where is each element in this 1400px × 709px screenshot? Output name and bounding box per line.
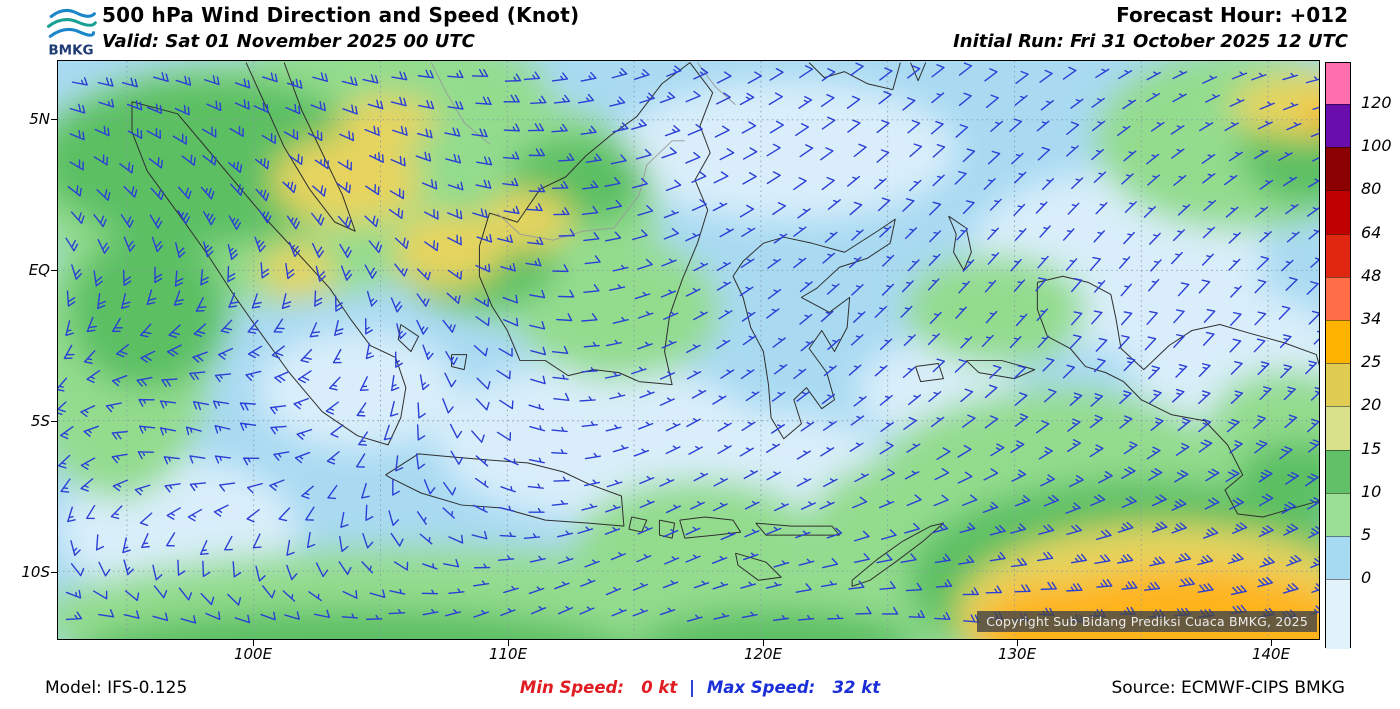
lat-tick (51, 270, 57, 271)
colorbar-label: 120 (1361, 93, 1392, 112)
colorbar-segment (1326, 535, 1350, 580)
lon-tick (1271, 640, 1272, 646)
max-speed-label: Max Speed: (706, 678, 816, 697)
colorbar-segments (1325, 62, 1351, 649)
colorbar-label: 64 (1361, 222, 1382, 242)
colorbar-label: 80 (1361, 179, 1382, 199)
colorbar-segment (1326, 104, 1350, 148)
colorbar-segment (1326, 276, 1350, 320)
min-speed-label: Min Speed: (519, 678, 624, 697)
lat-tick (51, 119, 57, 120)
colorbar-label: 100 (1361, 136, 1392, 156)
colorbar-label: 20 (1361, 395, 1382, 415)
colorbar-segment (1326, 147, 1350, 191)
wind-map-canvas (58, 61, 1319, 639)
colorbar-segment (1326, 492, 1350, 536)
colorbar-segment (1326, 63, 1350, 104)
source-label: Source: ECMWF-CIPS BMKG (1111, 678, 1345, 698)
lat-tick (51, 421, 57, 422)
valid-time-label: Valid: Sat 01 November 2025 00 UTC (102, 31, 475, 52)
colorbar-segment (1326, 319, 1350, 364)
lon-tick (1017, 640, 1018, 646)
lon-label-120e: 120E (743, 645, 783, 663)
lon-label-140e: 140E (1251, 645, 1291, 663)
lat-tick (51, 572, 57, 573)
lon-label-110e: 110E (488, 645, 528, 663)
colorbar-segment (1326, 190, 1350, 234)
lon-label-100e: 100E (233, 645, 273, 663)
colorbar-label: 48 (1361, 265, 1382, 285)
colorbar-label: 0 (1361, 568, 1372, 588)
colorbar-segment (1326, 406, 1350, 450)
min-speed-value: 0 kt (641, 678, 678, 697)
model-label: Model: IFS-0.125 (45, 678, 188, 698)
bmkg-logo-text: BMKG (48, 42, 93, 58)
initial-run-label: Initial Run: Fri 31 October 2025 12 UTC (953, 31, 1348, 52)
colorbar-segment (1326, 363, 1350, 407)
colorbar-segment (1326, 233, 1350, 277)
colorbar-label: 25 (1361, 352, 1382, 372)
map-layers (58, 61, 1319, 639)
lat-label-5n: 5N (29, 110, 50, 128)
copyright-overlay: Copyright Sub Bidang Prediksi Cuaca BMKG… (977, 611, 1317, 632)
forecast-hour-label: Forecast Hour: +012 (1116, 3, 1348, 27)
lat-label-10s: 10S (21, 563, 50, 581)
graticule (58, 61, 1319, 639)
wind-barbs (58, 62, 1319, 624)
colorbar-segment (1326, 449, 1350, 493)
lon-tick (508, 640, 509, 646)
colorbar-label: 34 (1361, 309, 1382, 328)
lat-label-5s: 5S (30, 412, 50, 430)
colorbar-label: 10 (1361, 481, 1382, 501)
speed-colorbar: 120 100 80 64 48 34 25 20 15 10 5 0 (1325, 62, 1397, 649)
colorbar-segment (1326, 579, 1350, 649)
max-speed-value: 32 kt (832, 678, 881, 697)
bmkg-logo: BMKG (46, 8, 97, 58)
colorbar-label: 5 (1361, 525, 1372, 544)
speed-shading (58, 61, 1319, 639)
lon-tick (253, 640, 254, 646)
colorbar-label: 15 (1361, 438, 1382, 458)
lon-label-130e: 130E (997, 645, 1037, 663)
speed-separator: | (689, 678, 696, 697)
map-area: Copyright Sub Bidang Prediksi Cuaca BMKG… (57, 60, 1320, 640)
lon-tick (763, 640, 764, 646)
lat-label-eq: EQ (28, 261, 50, 279)
speed-range-label: Min Speed: 0 kt | Max Speed: 32 kt (520, 678, 880, 697)
page-title: 500 hPa Wind Direction and Speed (Knot) (102, 3, 580, 27)
